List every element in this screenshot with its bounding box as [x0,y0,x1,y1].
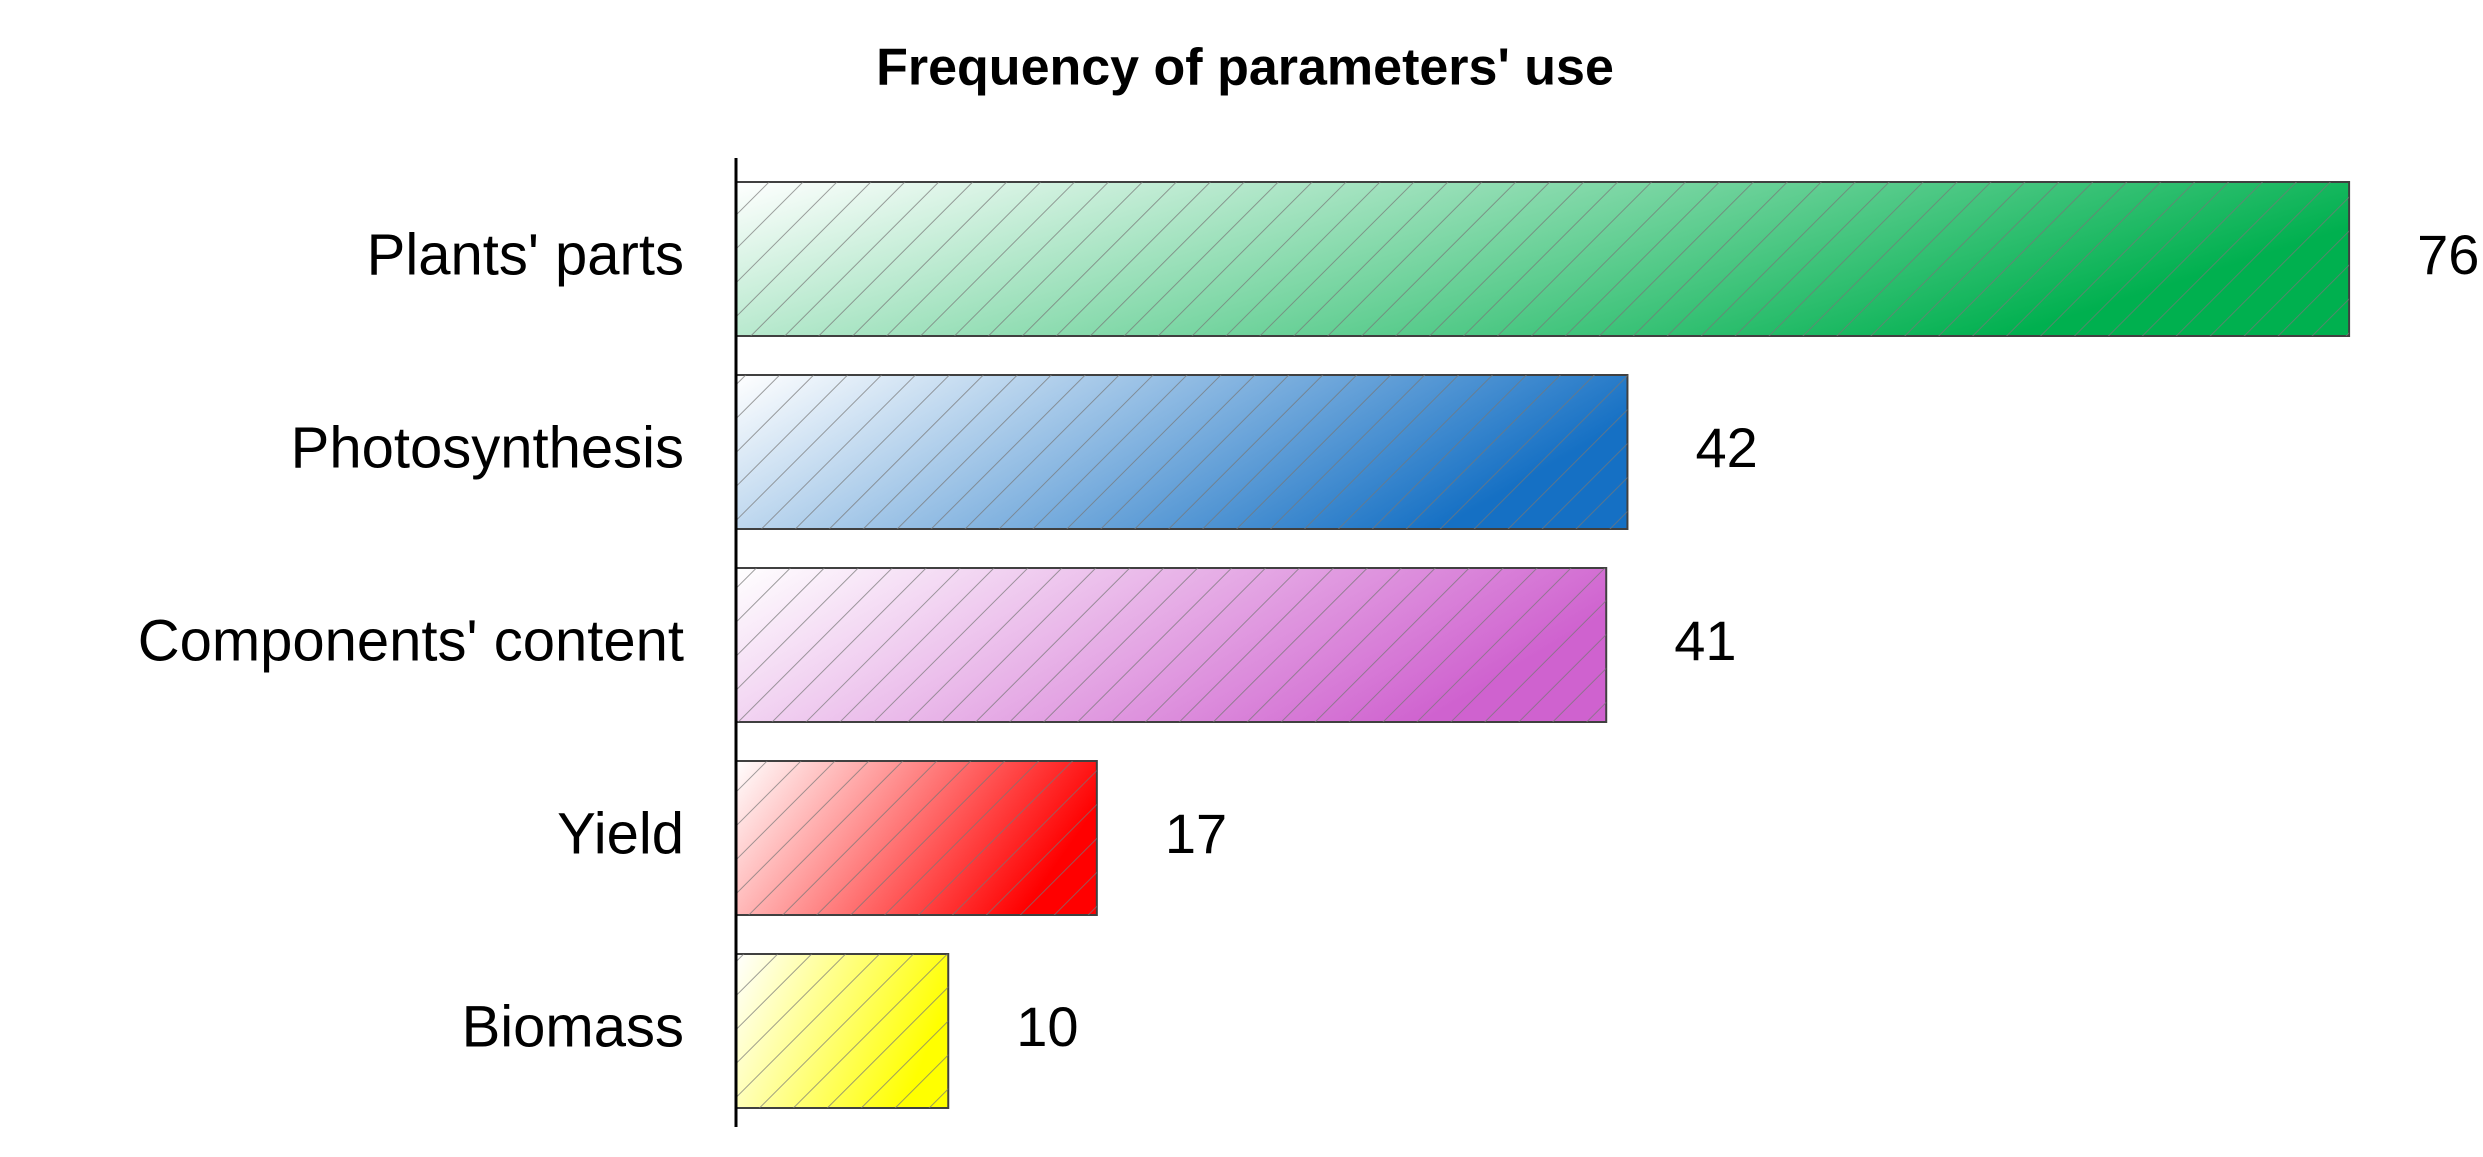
bar-hatch [736,761,1097,915]
category-label: Yield [557,801,684,866]
value-label: 17 [1165,802,1227,865]
bar-hatch [736,954,949,1108]
value-label: 76 [2417,223,2479,286]
bar-hatch [736,375,1628,529]
value-label: 42 [1695,416,1757,479]
value-label: 10 [1016,995,1078,1058]
category-label: Photosynthesis [291,415,684,480]
category-label: Biomass [462,994,684,1059]
category-label: Components' content [138,608,684,673]
bar-hatch [736,182,2350,336]
chart-title: Frequency of parameters' use [876,39,1614,97]
category-label: Plants' parts [367,222,684,287]
value-label: 41 [1674,609,1736,672]
bar-hatch [736,568,1607,722]
